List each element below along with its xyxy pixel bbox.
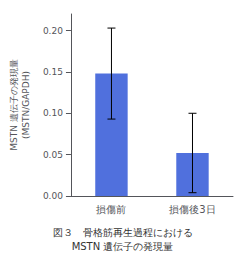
svg-text:損傷前: 損傷前 — [96, 204, 126, 215]
svg-text:0.15: 0.15 — [43, 67, 63, 77]
svg-text:MSTN 遺伝子の発現量: MSTN 遺伝子の発現量 — [9, 59, 19, 151]
svg-text:図３ 骨格筋再生過程における: 図３ 骨格筋再生過程における — [53, 227, 193, 238]
svg-text:0.10: 0.10 — [43, 108, 63, 118]
svg-text:(MSTN/GAPDH): (MSTN/GAPDH) — [21, 71, 31, 139]
svg-text:0.20: 0.20 — [43, 26, 63, 36]
svg-text:損傷後3日: 損傷後3日 — [169, 204, 215, 215]
svg-text:MSTN 遺伝子の発現量: MSTN 遺伝子の発現量 — [72, 241, 174, 252]
svg-text:0.05: 0.05 — [43, 150, 63, 160]
svg-text:0.00: 0.00 — [43, 191, 63, 201]
